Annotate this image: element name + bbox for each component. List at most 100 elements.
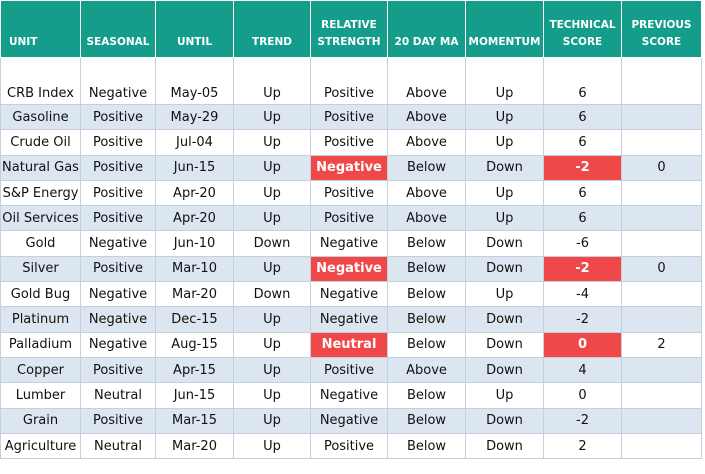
table-row: CRB Index Negative May-05 Up Positive Above Up… [0, 57, 702, 105]
table-cell: 6 [543, 57, 622, 105]
table-cell: Up [465, 103, 544, 131]
column-header: PREVIOUS SCORE [621, 0, 702, 58]
table-cell: Dec-15 [155, 306, 234, 333]
table-cell: -2 [543, 154, 622, 181]
table-cell: Lumber [0, 382, 81, 409]
table-cell: Below [387, 255, 466, 283]
table-cell: Platinum [0, 306, 81, 333]
table-cell: Gasoline [0, 103, 81, 131]
table-cell: Negative [80, 331, 156, 358]
table-row: Gold Bug Negative Mar-20 Down Negative Below U… [0, 281, 702, 308]
table-cell: Down [465, 331, 544, 358]
table-cell: Up [233, 57, 311, 105]
table-cell: Negative [310, 230, 388, 257]
table-cell: Down [465, 432, 544, 460]
table-cell: Jun-15 [155, 154, 234, 181]
table-cell: Above [387, 179, 466, 207]
table-cell: Jun-10 [155, 230, 234, 257]
column-header: MOMENTUM [465, 0, 544, 58]
table-cell: Negative [310, 382, 388, 409]
table-cell: 6 [543, 205, 622, 232]
table-cell: Below [387, 230, 466, 257]
table-cell: Positive [80, 255, 156, 283]
column-header: SEASONAL [80, 0, 156, 58]
table-cell: Up [465, 382, 544, 409]
table-cell: Agriculture [0, 432, 81, 460]
table-cell: Negative [310, 407, 388, 434]
column-header: TECHNICAL SCORE [543, 0, 622, 58]
table-cell: Negative [310, 306, 388, 333]
table-cell: Above [387, 205, 466, 232]
table-cell: Below [387, 281, 466, 308]
table-cell: 6 [543, 179, 622, 207]
table-cell: Positive [80, 407, 156, 434]
column-header: 20 DAY MA [387, 0, 466, 58]
table-cell: Natural Gas [0, 154, 81, 181]
table-cell [621, 281, 702, 308]
table-cell: -4 [543, 281, 622, 308]
table-cell: Mar-15 [155, 407, 234, 434]
table-cell: Down [465, 230, 544, 257]
table-cell: Below [387, 407, 466, 434]
table-cell: -2 [543, 407, 622, 434]
table-cell: Negative [80, 306, 156, 333]
table-cell: 0 [543, 331, 622, 358]
table-row: S&P Energy Positive Apr-20 Up Positive Above U… [0, 179, 702, 207]
table-cell: Neutral [310, 331, 388, 358]
table-cell: May-29 [155, 103, 234, 131]
table-cell [621, 129, 702, 156]
table-cell: Apr-20 [155, 205, 234, 232]
table-row: Silver Positive Mar-10 Up Negative Below Down -… [0, 255, 702, 283]
table-cell: Down [465, 356, 544, 384]
technical-table: UNIT SEASONAL UNTIL TREND RELATIVE STRENGTH 2… [0, 0, 702, 460]
table-cell: Positive [80, 154, 156, 181]
table-cell: Down [465, 255, 544, 283]
table-cell: Aug-15 [155, 331, 234, 358]
table-cell: Negative [80, 57, 156, 105]
table-row: Lumber Neutral Jun-15 Up Negative Below Up 0 [0, 382, 702, 409]
table-cell: Up [233, 129, 311, 156]
table-cell [621, 407, 702, 434]
table-cell: Up [233, 306, 311, 333]
table-row: Crude Oil Positive Jul-04 Up Positive Above Up… [0, 129, 702, 156]
table-cell: 6 [543, 129, 622, 156]
table-cell: 4 [543, 356, 622, 384]
table-cell: Negative [80, 281, 156, 308]
table-row: Platinum Negative Dec-15 Up Negative Below Dow… [0, 306, 702, 333]
table-cell: Mar-10 [155, 255, 234, 283]
table-cell: Apr-20 [155, 179, 234, 207]
table-cell: Gold Bug [0, 281, 81, 308]
table-cell: Down [465, 154, 544, 181]
table-cell: Up [465, 205, 544, 232]
table-cell: Neutral [80, 382, 156, 409]
table-cell: Positive [310, 57, 388, 105]
table-cell: Negative [80, 230, 156, 257]
table-cell: Jul-04 [155, 129, 234, 156]
table-cell: Palladium [0, 331, 81, 358]
table-cell: Up [465, 179, 544, 207]
table-cell: Positive [80, 205, 156, 232]
table-cell: Up [233, 407, 311, 434]
table-cell [621, 103, 702, 131]
table-cell: Above [387, 57, 466, 105]
table-cell: Down [233, 281, 311, 308]
table-cell: 0 [543, 382, 622, 409]
table-cell: Copper [0, 356, 81, 384]
table-cell: Positive [310, 179, 388, 207]
table-row: Oil Services Positive Apr-20 Up Positive Abov… [0, 205, 702, 232]
table-cell: Jun-15 [155, 382, 234, 409]
table-header: UNIT SEASONAL UNTIL TREND RELATIVE STRENGTH 2… [0, 0, 702, 58]
table-cell: -2 [543, 306, 622, 333]
table-cell: 0 [621, 154, 702, 181]
table-cell: Negative [310, 281, 388, 308]
table-cell: Up [233, 432, 311, 460]
table-cell: Above [387, 129, 466, 156]
table-cell: Up [465, 281, 544, 308]
table-cell: Below [387, 432, 466, 460]
table-cell [621, 179, 702, 207]
column-header: UNTIL [155, 0, 234, 58]
table-cell [621, 205, 702, 232]
column-header: RELATIVE STRENGTH [310, 0, 388, 58]
table-cell [621, 432, 702, 460]
